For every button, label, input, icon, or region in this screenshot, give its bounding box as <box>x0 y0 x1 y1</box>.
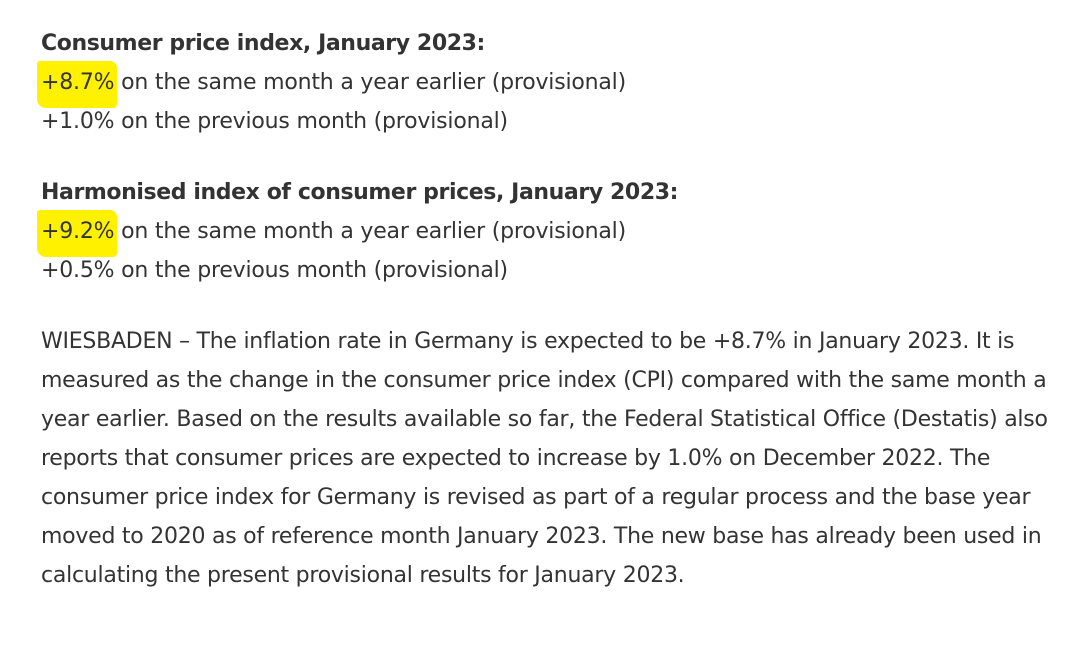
hicp-monthly-line: +0.5% on the previous month (provisional… <box>41 251 1081 290</box>
cpi-annual-highlight: +8.7% <box>36 61 118 108</box>
hicp-annual-value: +9.2% <box>41 219 115 244</box>
cpi-annual-text: on the same month a year earlier (provis… <box>114 70 626 95</box>
cpi-monthly-text: on the previous month (provisional) <box>114 109 508 134</box>
cpi-heading: Consumer price index, January 2023: <box>41 31 485 56</box>
cpi-annual-value: +8.7% <box>41 70 115 95</box>
cpi-block: Consumer price index, January 2023: +8.7… <box>36 24 1081 141</box>
press-release-content: Consumer price index, January 2023: +8.7… <box>36 24 1081 595</box>
cpi-monthly-line: +1.0% on the previous month (provisional… <box>41 102 1081 141</box>
hicp-monthly-value: +0.5% <box>41 258 115 283</box>
hicp-heading: Harmonised index of consumer prices, Jan… <box>41 180 679 205</box>
hicp-annual-text: on the same month a year earlier (provis… <box>114 219 626 244</box>
hicp-monthly-text: on the previous month (provisional) <box>114 258 508 283</box>
cpi-monthly-value: +1.0% <box>41 109 115 134</box>
cpi-annual-line: +8.7% on the same month a year earlier (… <box>36 61 1081 108</box>
body-paragraph: WIESBADEN – The inflation rate in German… <box>41 329 1048 588</box>
hicp-annual-highlight: +9.2% <box>36 210 118 257</box>
hicp-block: Harmonised index of consumer prices, Jan… <box>36 173 1081 290</box>
hicp-annual-line: +9.2% on the same month a year earlier (… <box>36 210 1081 257</box>
